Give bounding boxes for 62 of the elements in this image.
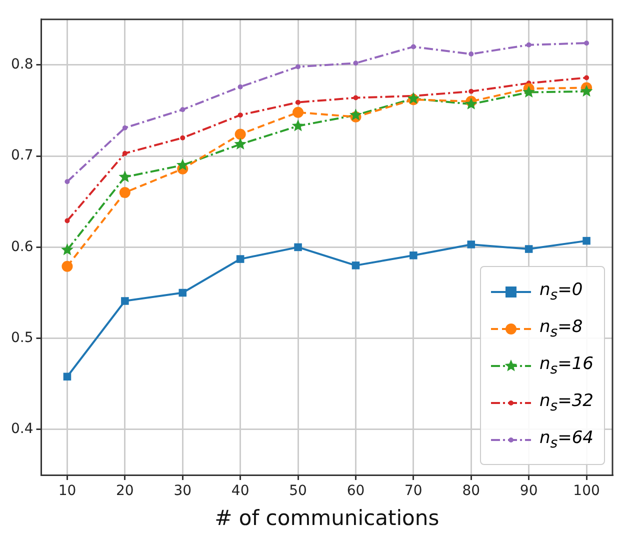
point: [582, 236, 590, 245]
point: [62, 260, 73, 272]
point: [121, 297, 129, 305]
point: [234, 128, 246, 140]
point: [353, 60, 358, 66]
point: [580, 84, 593, 97]
point: [238, 112, 243, 118]
point: [468, 88, 474, 94]
point: [410, 252, 418, 260]
x-tick-label: 20: [116, 483, 134, 500]
point: [122, 125, 128, 130]
point: [236, 255, 244, 263]
point: [526, 42, 532, 48]
legend-label: n$_{s}$=0: [539, 280, 583, 304]
point: [122, 150, 128, 156]
point: [64, 179, 70, 184]
point: [178, 288, 187, 297]
point: [119, 187, 130, 198]
point: [180, 135, 186, 140]
point: [61, 243, 74, 256]
x-tick-label: 70: [404, 483, 422, 500]
point: [63, 372, 72, 380]
point: [352, 262, 360, 270]
point: [410, 44, 416, 50]
legend-label: n$_{s}$=32: [539, 390, 594, 414]
point: [296, 64, 301, 70]
x-tick-label: 30: [174, 483, 192, 500]
x-tick-label: 50: [289, 483, 307, 500]
x-tick-label: 100: [573, 483, 600, 500]
point: [118, 170, 132, 182]
y-tick-label: 0.4: [11, 421, 34, 438]
point: [64, 218, 70, 224]
point: [296, 100, 301, 105]
x-tick-label: 10: [58, 483, 76, 500]
point: [292, 106, 304, 118]
x-axis-title: # of communications: [214, 506, 440, 530]
x-tick-label: 40: [231, 483, 250, 500]
point: [524, 245, 533, 253]
point: [350, 108, 362, 120]
point: [468, 52, 474, 57]
point: [353, 95, 358, 100]
point: [238, 84, 243, 90]
legend-label: n$_{s}$=8: [539, 316, 583, 340]
point: [180, 107, 186, 112]
y-tick-label: 0.7: [11, 148, 34, 164]
point: [176, 158, 189, 170]
point: [464, 98, 478, 110]
x-tick-label: 60: [346, 483, 365, 500]
x-tick-label: 90: [520, 483, 538, 500]
point: [234, 138, 247, 150]
point: [292, 120, 304, 132]
x-tick-label: 80: [462, 483, 480, 500]
legend-label: n$_{s}$=64: [539, 428, 594, 452]
point: [522, 86, 536, 98]
y-tick-label: 0.6: [11, 238, 34, 255]
point: [467, 240, 476, 248]
y-tick-label: 0.5: [11, 330, 34, 346]
y-tick-label: 0.8: [11, 56, 34, 73]
legend-label: n$_{s}$=16: [539, 354, 594, 378]
point: [294, 243, 302, 252]
point: [584, 75, 590, 80]
point: [584, 40, 590, 46]
